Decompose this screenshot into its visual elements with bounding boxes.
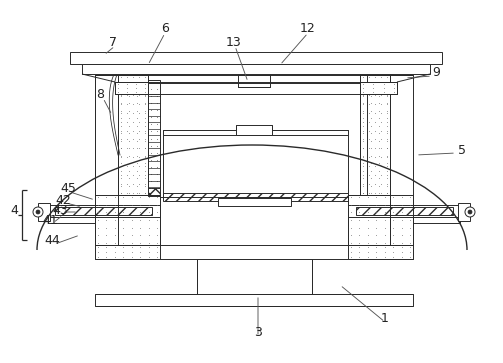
Bar [348, 205, 460, 217]
Bar [360, 82, 397, 94]
Bar [115, 82, 148, 94]
Bar [115, 82, 148, 94]
Text: 13: 13 [226, 36, 242, 49]
Bar [413, 217, 460, 223]
Bar [356, 207, 453, 215]
Circle shape [468, 210, 472, 214]
Bar [82, 64, 430, 74]
Bar [48, 205, 160, 217]
Bar [218, 198, 291, 206]
Text: 12: 12 [300, 21, 316, 34]
Bar [458, 203, 470, 221]
Text: 42: 42 [55, 193, 71, 207]
Bar [360, 94, 390, 195]
Bar [360, 82, 397, 94]
Text: 43: 43 [52, 204, 68, 216]
Bar [238, 75, 270, 87]
Bar [118, 94, 148, 195]
Text: 4: 4 [10, 204, 18, 216]
Bar [148, 188, 160, 196]
Text: 7: 7 [109, 36, 117, 49]
Bar [95, 245, 160, 259]
Bar [118, 75, 148, 195]
Text: 44: 44 [44, 233, 60, 246]
Bar [163, 130, 348, 135]
Text: 9: 9 [432, 65, 440, 78]
Bar [197, 259, 312, 294]
Bar [236, 125, 272, 135]
Bar [48, 217, 95, 223]
Bar [163, 130, 348, 198]
Bar [95, 245, 413, 259]
Bar [348, 195, 413, 245]
Text: 1: 1 [381, 311, 389, 325]
Bar [390, 75, 413, 245]
Circle shape [33, 207, 43, 217]
Bar [82, 55, 424, 65]
Text: 6: 6 [161, 21, 169, 34]
Circle shape [36, 210, 40, 214]
Text: 3: 3 [254, 326, 262, 339]
Bar [148, 80, 160, 190]
Bar [95, 294, 413, 306]
Bar [348, 245, 413, 259]
Bar [95, 195, 160, 245]
Text: 41: 41 [42, 213, 58, 227]
Text: 5: 5 [458, 143, 466, 156]
Bar [95, 65, 413, 73]
Text: 8: 8 [96, 89, 104, 102]
Bar [38, 203, 50, 221]
Bar [70, 52, 442, 64]
Text: 45: 45 [60, 182, 76, 195]
Bar [360, 75, 390, 195]
Bar [95, 75, 118, 245]
Bar [55, 207, 152, 215]
Circle shape [465, 207, 475, 217]
Bar [163, 193, 348, 201]
